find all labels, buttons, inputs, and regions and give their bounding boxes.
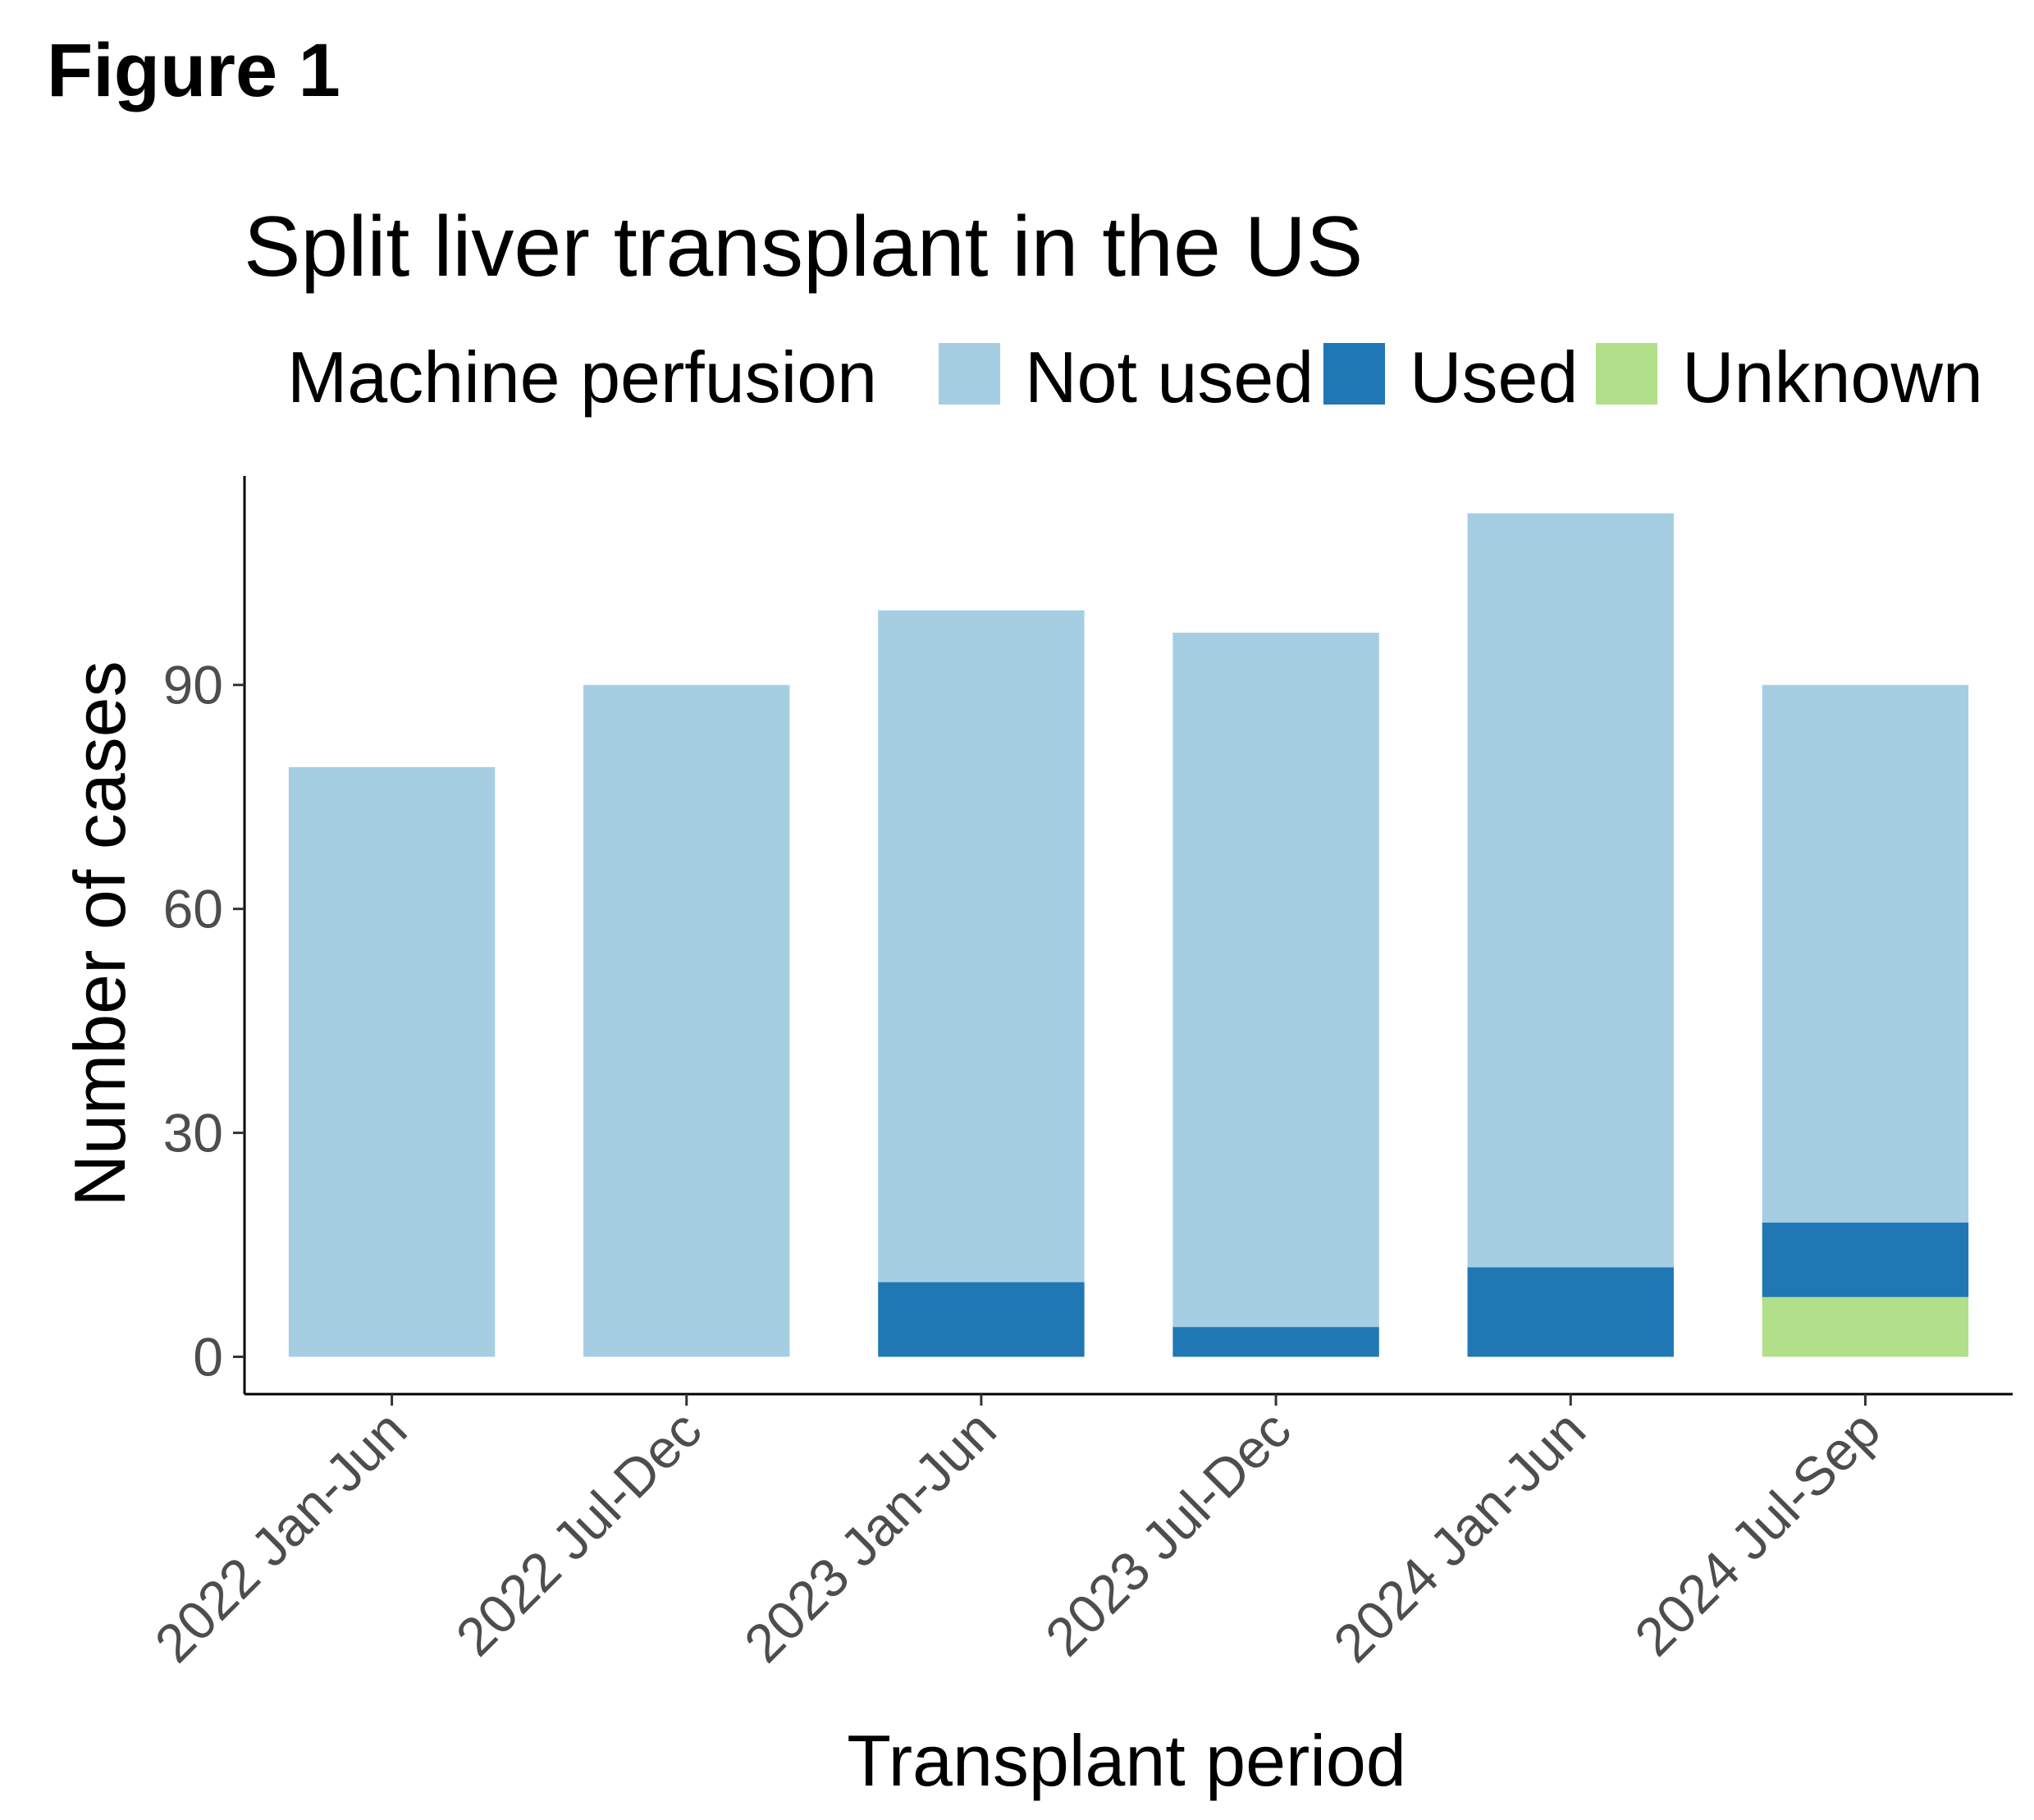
legend-swatch-used — [1323, 343, 1385, 405]
bar-2022-jan-jun-not-used — [288, 766, 496, 1357]
x-tick-label-2022-jan-jun: 2022 Jan-Jun — [143, 1399, 418, 1674]
legend: Machine perfusion Not used Used Unknown — [287, 336, 1983, 418]
legend-title: Machine perfusion — [287, 336, 877, 418]
x-axis-title: Transplant period — [847, 1720, 1406, 1801]
bar-2023-jul-dec-not-used — [1172, 633, 1379, 1328]
bar-2024-jan-jun-not-used — [1467, 513, 1674, 1268]
bar-2024-jul-sep-not-used — [1762, 684, 1969, 1223]
y-tick-label-30: 30 — [163, 1103, 223, 1164]
bar-2023-jan-jun-not-used — [878, 610, 1085, 1283]
legend-swatch-unknown — [1596, 343, 1657, 405]
bars-layer — [288, 513, 1969, 1357]
x-tick-label-2023-jul-dec: 2023 Jul-Dec — [1034, 1399, 1302, 1667]
y-axis-title: Number of cases — [59, 661, 140, 1206]
legend-swatch-not-used — [939, 343, 1000, 405]
x-tick-label-2022-jul-dec: 2022 Jul-Dec — [444, 1399, 712, 1667]
bar-2022-jul-dec-not-used — [583, 684, 790, 1357]
bar-2024-jul-sep-unknown — [1762, 1296, 1969, 1357]
legend-label-not-used: Not used — [1025, 336, 1314, 418]
bar-2024-jan-jun-used — [1467, 1267, 1674, 1357]
y-tick-label-60: 60 — [163, 879, 223, 940]
figure-label: Figure 1 — [47, 29, 341, 112]
legend-label-used: Used — [1410, 336, 1578, 418]
bar-2023-jan-jun-used — [878, 1282, 1085, 1357]
y-tick-label-0: 0 — [193, 1327, 223, 1388]
chart-title: Split liver transplant in the US — [244, 199, 1363, 295]
y-tick-label-90: 90 — [163, 655, 223, 716]
bar-2024-jul-sep-used — [1762, 1222, 1969, 1297]
x-tick-label-2024-jan-jun: 2024 Jan-Jun — [1322, 1399, 1597, 1674]
x-tick-label-2023-jan-jun: 2023 Jan-Jun — [733, 1399, 1008, 1674]
legend-label-unknown: Unknown — [1682, 336, 1983, 418]
x-tick-label-2024-jul-sep: 2024 Jul-Sep — [1623, 1399, 1891, 1667]
bar-2023-jul-dec-used — [1172, 1327, 1379, 1357]
